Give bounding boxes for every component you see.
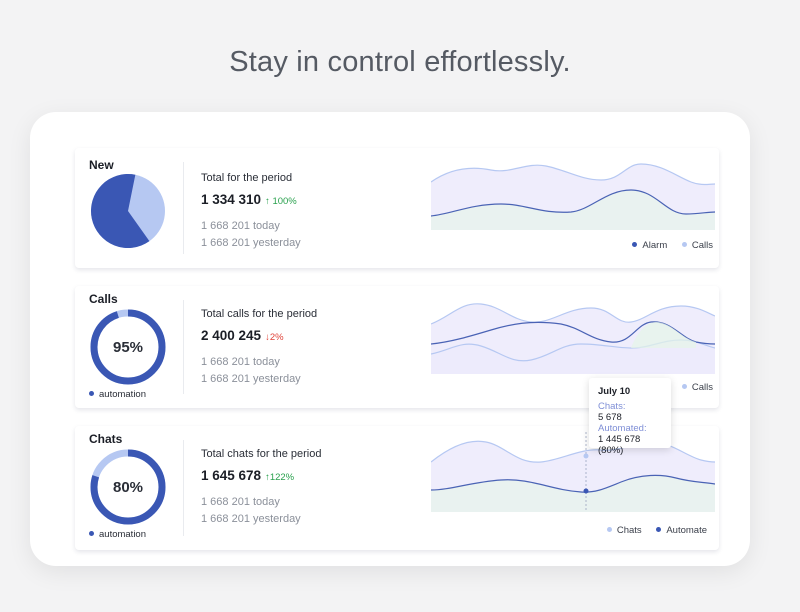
point-automated[interactable] <box>583 488 589 494</box>
chats-trend-chart <box>431 432 715 512</box>
dashboard-card: New Total for the period 1 334 310 ↑ 100%… <box>30 112 750 566</box>
calls-trend-chart <box>431 303 715 374</box>
pie-slice-dark <box>90 174 150 248</box>
divider <box>183 162 184 254</box>
legend-dot <box>632 241 638 247</box>
ring-percent: 80% <box>112 479 144 496</box>
legend-label: Alarm <box>642 240 668 251</box>
stat-yesterday: 1 668 201 yesterday <box>201 373 301 385</box>
ring-progress <box>90 449 166 525</box>
stat-value: 2 400 245 ↓2% <box>201 328 284 343</box>
stat-value-number: 2 400 245 <box>201 328 262 343</box>
legend-dot <box>656 526 662 532</box>
legend-label: Automate <box>666 525 707 536</box>
ring-legend-label: automation <box>99 529 147 540</box>
legend-item-calls: Calls <box>681 240 713 251</box>
legend-label: Calls <box>691 382 713 393</box>
arrow-up-icon: ↑ <box>265 196 270 207</box>
stat-value: 1 334 310 ↑ 100% <box>201 192 297 207</box>
chart-tooltip: July 10 Chats: 5 678 Automated: 1 445 67… <box>589 378 671 456</box>
legend-dot <box>606 526 612 532</box>
legend-dot <box>89 530 94 536</box>
stat-change-value: 2% <box>269 332 284 343</box>
new-pie-chart <box>90 174 165 248</box>
ring-legend-label: automation <box>99 389 147 400</box>
stat-label: Total chats for the period <box>201 448 322 460</box>
ring-legend: automation <box>89 529 146 540</box>
divider <box>183 300 184 394</box>
line-calls <box>431 163 715 186</box>
line-alarm <box>431 189 715 217</box>
stat-today: 1 668 201 today <box>201 356 280 368</box>
legend-label: Chats <box>616 525 642 536</box>
legend-item-calls: Calls <box>681 382 713 393</box>
divider <box>183 440 184 536</box>
legend-label: Calls <box>691 240 713 251</box>
ring-percent: 95% <box>112 339 144 356</box>
tooltip-chats-value: 5 678 <box>598 412 622 423</box>
arrow-down-icon: ↓ <box>265 332 270 343</box>
legend-dot <box>681 383 687 389</box>
tooltip-date: July 10 <box>598 386 631 397</box>
panel-title: New <box>89 158 114 172</box>
stat-value: 1 645 678 ↑122% <box>201 468 294 483</box>
line-automated <box>431 474 715 493</box>
ring-progress <box>90 309 166 385</box>
panel-chats[interactable]: Chats 80% automation Total chats for the… <box>75 426 719 550</box>
arrow-up-icon: ↑ <box>265 472 270 483</box>
hero-title: Stay in control effortlessly. <box>229 46 571 78</box>
stat-change: ↓2% <box>265 332 283 343</box>
area-green <box>631 322 696 348</box>
area-automated <box>431 475 715 512</box>
legend-item-alarm: Alarm <box>632 240 667 251</box>
tooltip-automated-value: 1 445 678 (80%) <box>598 434 641 456</box>
stat-change-value: 100% <box>272 196 297 207</box>
stat-today: 1 668 201 today <box>201 220 280 232</box>
stat-label: Total for the period <box>201 172 293 184</box>
legend-item-automated: Automate <box>656 525 707 536</box>
new-trend-chart <box>431 163 715 230</box>
panel-calls[interactable]: Calls 95% automation Total calls for the… <box>75 286 719 408</box>
line-calls <box>431 303 715 325</box>
stat-value-number: 1 334 310 <box>201 192 262 207</box>
panel-new[interactable]: New Total for the period 1 334 310 ↑ 100%… <box>75 148 719 268</box>
stat-change-value: 122% <box>269 472 295 483</box>
calls-ring-chart <box>90 309 166 385</box>
area-alarm <box>431 190 715 230</box>
panel-title: Calls <box>89 292 118 306</box>
tooltip-chats-label: Chats: <box>598 401 626 412</box>
stat-today: 1 668 201 today <box>201 496 280 508</box>
stat-change: ↑122% <box>265 472 294 483</box>
point-chats[interactable] <box>583 453 589 459</box>
stat-change: ↑ 100% <box>265 196 297 207</box>
stat-label: Total calls for the period <box>201 308 318 320</box>
panel-title: Chats <box>89 432 123 446</box>
chats-ring-chart <box>90 449 166 525</box>
chart-legend: Calls <box>681 382 713 393</box>
tooltip-automated-label: Automated: <box>598 423 647 434</box>
stat-value-number: 1 645 678 <box>201 468 262 483</box>
chart-legend: Alarm Calls <box>632 240 713 251</box>
legend-dot <box>681 241 687 247</box>
stat-yesterday: 1 668 201 yesterday <box>201 237 301 249</box>
line-chats <box>431 440 715 463</box>
legend-dot <box>89 390 94 396</box>
area-secondary <box>431 340 715 374</box>
stat-yesterday: 1 668 201 yesterday <box>201 513 301 525</box>
chart-legend: Chats Automate <box>606 525 707 536</box>
ring-legend: automation <box>89 389 146 400</box>
legend-item-chats: Chats <box>606 525 642 536</box>
